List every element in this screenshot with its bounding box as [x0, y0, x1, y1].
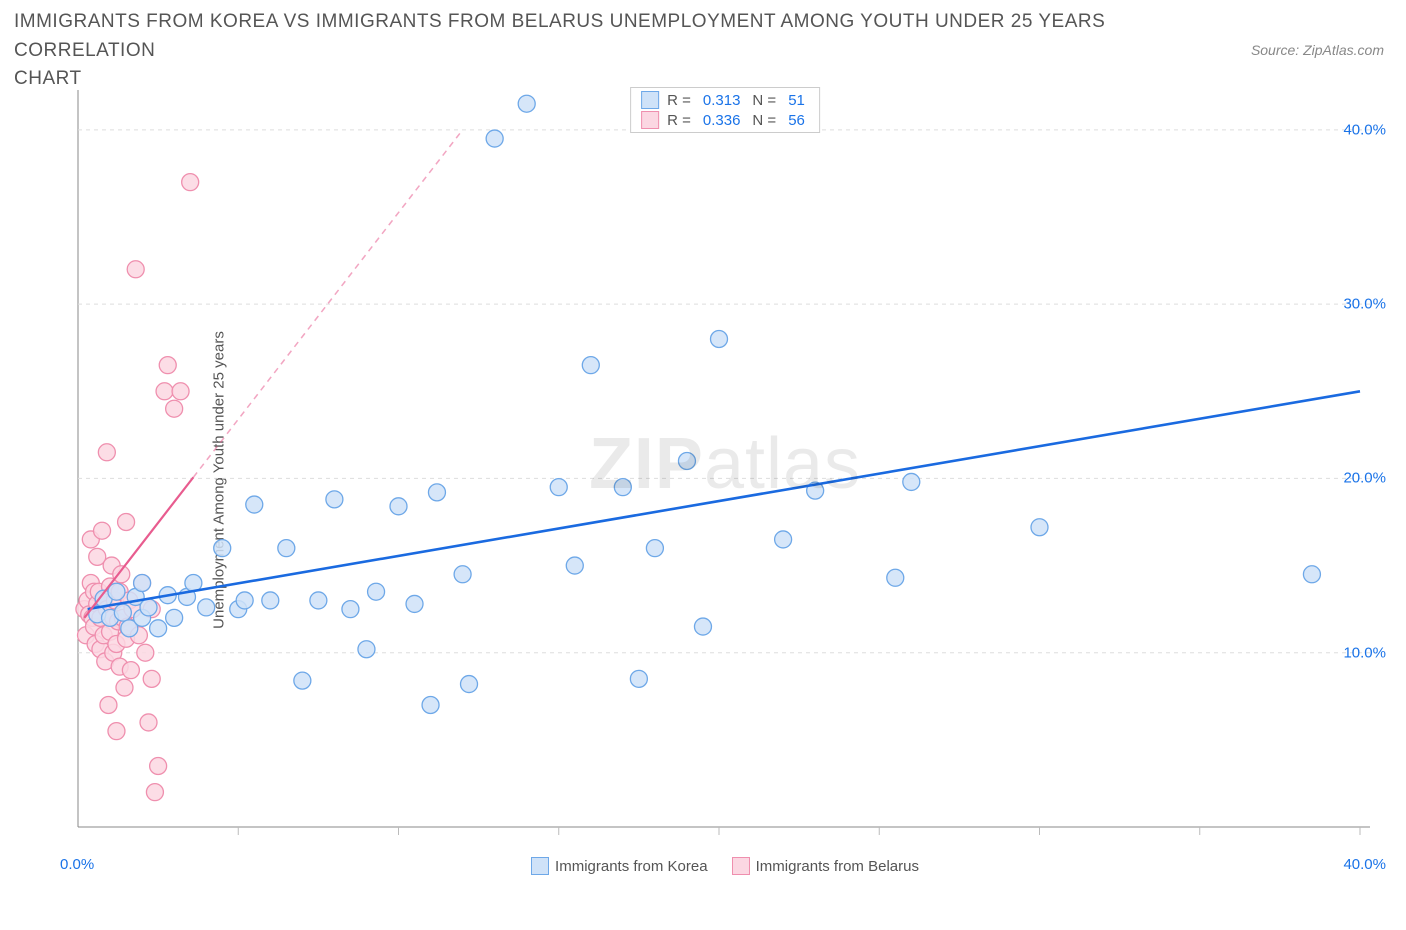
y-tick-label: 30.0% — [1343, 296, 1386, 313]
source-label: Source: ZipAtlas.com — [1251, 42, 1384, 58]
r-value-belarus: 0.336 — [703, 112, 741, 129]
r-label: R = — [667, 112, 691, 129]
swatch-belarus — [641, 111, 659, 129]
swatch-belarus-bottom — [732, 857, 750, 875]
swatch-korea — [641, 91, 659, 109]
y-tick-label: 10.0% — [1343, 644, 1386, 661]
legend-label-belarus: Immigrants from Belarus — [756, 858, 919, 875]
n-value-belarus: 56 — [788, 112, 805, 129]
y-tick-label: 20.0% — [1343, 470, 1386, 487]
legend-bottom: Immigrants from Korea Immigrants from Be… — [60, 857, 1390, 875]
title-line-1: IMMIGRANTS FROM KOREA VS IMMIGRANTS FROM… — [14, 11, 1105, 61]
legend-item-korea: Immigrants from Korea — [531, 857, 708, 875]
legend-item-belarus: Immigrants from Belarus — [732, 857, 919, 875]
plot-area: Unemployment Among Youth under 25 years … — [60, 85, 1390, 875]
n-label: N = — [752, 112, 776, 129]
legend-stats-box: R = 0.313 N = 51 R = 0.336 N = 56 — [630, 87, 820, 133]
legend-stats-row-belarus: R = 0.336 N = 56 — [631, 110, 819, 130]
swatch-korea-bottom — [531, 857, 549, 875]
legend-label-korea: Immigrants from Korea — [555, 858, 708, 875]
y-tick-label: 40.0% — [1343, 121, 1386, 138]
n-value-korea: 51 — [788, 92, 805, 109]
chart-container: IMMIGRANTS FROM KOREA VS IMMIGRANTS FROM… — [0, 0, 1406, 930]
n-label: N = — [752, 92, 776, 109]
r-label: R = — [667, 92, 691, 109]
legend-stats-row-korea: R = 0.313 N = 51 — [631, 90, 819, 110]
chart-title: IMMIGRANTS FROM KOREA VS IMMIGRANTS FROM… — [14, 8, 1206, 94]
scatter-chart-svg — [60, 85, 1390, 875]
r-value-korea: 0.313 — [703, 92, 741, 109]
